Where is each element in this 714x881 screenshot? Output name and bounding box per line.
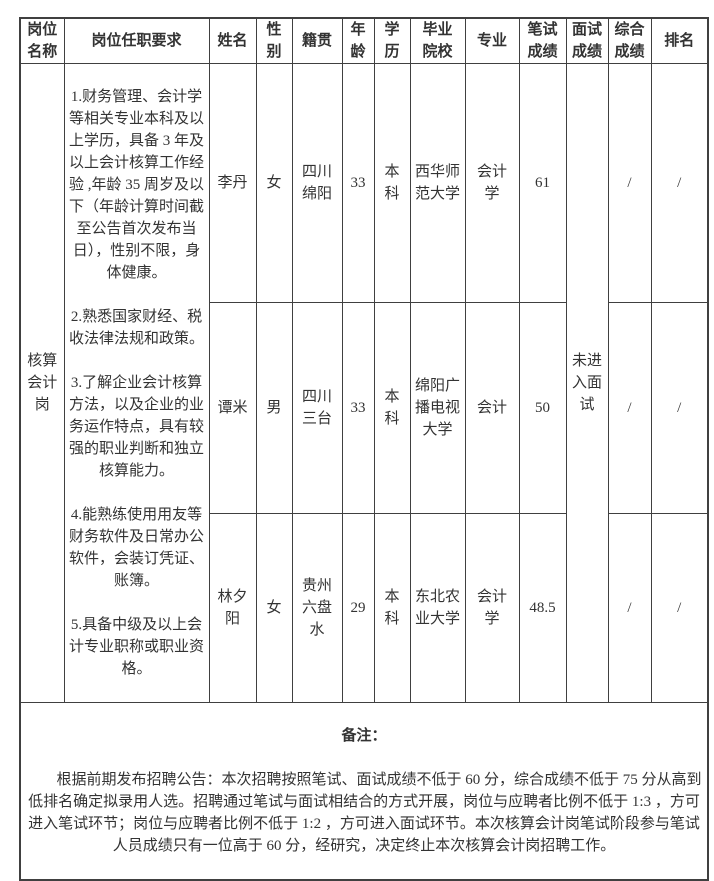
- candidate-row-1: 核算 会计 岗 1.财务管理、会计学等相关专业本科及以上学历，具备 3 年及以上…: [19, 62, 709, 703]
- header-major: 专业: [464, 17, 520, 64]
- recruitment-results-table: 岗位 名称 岗位任职要求 姓名 性 别 籍贯 年 龄 学 历 毕业 院校 专业 …: [19, 17, 709, 881]
- cell-school: 东北农 业大学: [409, 512, 466, 704]
- cell-native-place: 贵州 六盘 水: [291, 512, 343, 704]
- cell-major: 会计 学: [464, 512, 520, 704]
- cell-interview-status: 未进入面试: [565, 63, 609, 703]
- cell-requirements: 1.财务管理、会计学等相关专业本科及以上学历，具备 3 年及以上会计核算工作经验…: [63, 63, 210, 703]
- header-position-name: 岗位 名称: [19, 17, 65, 64]
- cell-native-place: 四川 绵阳: [291, 62, 343, 304]
- cell-position-name: 核算 会计 岗: [19, 63, 65, 703]
- notes-row: 备注： 根据前期发布招聘公告：本次招聘按照笔试、面试成绩不低于 60 分，综合成…: [19, 702, 709, 881]
- requirement-item-2: 2.熟悉国家财经、税收法律法规和政策。: [68, 309, 204, 347]
- cell-school: 绵阳广 播电视 大学: [409, 302, 466, 514]
- header-written-score: 笔试 成绩: [518, 17, 567, 64]
- candidate-row-2: 谭米 男 四川 三台 33 本 科 绵阳广 播电视 大学 会计 50 / /: [20, 302, 709, 514]
- cell-rank: /: [650, 302, 709, 514]
- header-interview-score: 面试 成绩: [565, 17, 609, 64]
- requirement-item-3: 3.了解企业会计核算方法，以及企业的业务运作特点，具有较强的职业判断和独立核算能…: [68, 375, 204, 479]
- cell-education: 本 科: [373, 302, 411, 514]
- cell-native-place: 四川 三台: [291, 302, 343, 514]
- cell-notes: 备注： 根据前期发布招聘公告：本次招聘按照笔试、面试成绩不低于 60 分，综合成…: [19, 702, 709, 881]
- header-name: 姓名: [208, 17, 257, 64]
- header-overall-score: 综合 成绩: [607, 17, 652, 64]
- cell-gender: 女: [255, 512, 293, 704]
- cell-written-score: 50: [518, 302, 567, 514]
- cell-gender: 女: [255, 62, 293, 304]
- header-native-place: 籍贯: [291, 17, 343, 64]
- requirement-item-4: 4.能熟练使用用友等财务软件及日常办公软件，会装订凭证、账簿。: [68, 507, 204, 589]
- cell-name: 林夕 阳: [208, 512, 257, 704]
- cell-name: 谭米: [208, 302, 257, 514]
- header-age: 年 龄: [341, 17, 375, 64]
- cell-education: 本 科: [373, 512, 411, 704]
- cell-written-score: 48.5: [518, 512, 567, 704]
- header-rank: 排名: [650, 17, 709, 64]
- requirement-item-5: 5.具备中级及以上会计专业职称或职业资格。: [68, 617, 204, 677]
- cell-written-score: 61: [518, 62, 567, 304]
- header-requirements: 岗位任职要求: [63, 17, 210, 64]
- cell-overall-score: /: [607, 62, 652, 304]
- table-header-row: 岗位 名称 岗位任职要求 姓名 性 别 籍贯 年 龄 学 历 毕业 院校 专业 …: [19, 17, 709, 64]
- cell-age: 33: [341, 302, 375, 514]
- cell-overall-score: /: [607, 302, 652, 514]
- header-education: 学 历: [373, 17, 411, 64]
- cell-school: 西华师 范大学: [409, 62, 466, 304]
- cell-major: 会计: [464, 302, 520, 514]
- header-gender: 性 别: [255, 17, 293, 64]
- cell-gender: 男: [255, 302, 293, 514]
- cell-education: 本 科: [373, 62, 411, 304]
- requirement-item-1: 1.财务管理、会计学等相关专业本科及以上学历，具备 3 年及以上会计核算工作经验…: [68, 89, 204, 281]
- cell-rank: /: [650, 62, 709, 304]
- cell-age: 29: [341, 512, 375, 704]
- header-school: 毕业 院校: [409, 17, 466, 64]
- cell-age: 33: [341, 62, 375, 304]
- cell-major: 会计 学: [464, 62, 520, 304]
- cell-rank: /: [650, 512, 709, 704]
- notes-label: 备注：: [341, 728, 387, 744]
- notes-body: 根据前期发布招聘公告：本次招聘按照笔试、面试成绩不低于 60 分，综合成绩不低于…: [28, 772, 702, 854]
- cell-name: 李丹: [208, 62, 257, 304]
- cell-overall-score: /: [607, 512, 652, 704]
